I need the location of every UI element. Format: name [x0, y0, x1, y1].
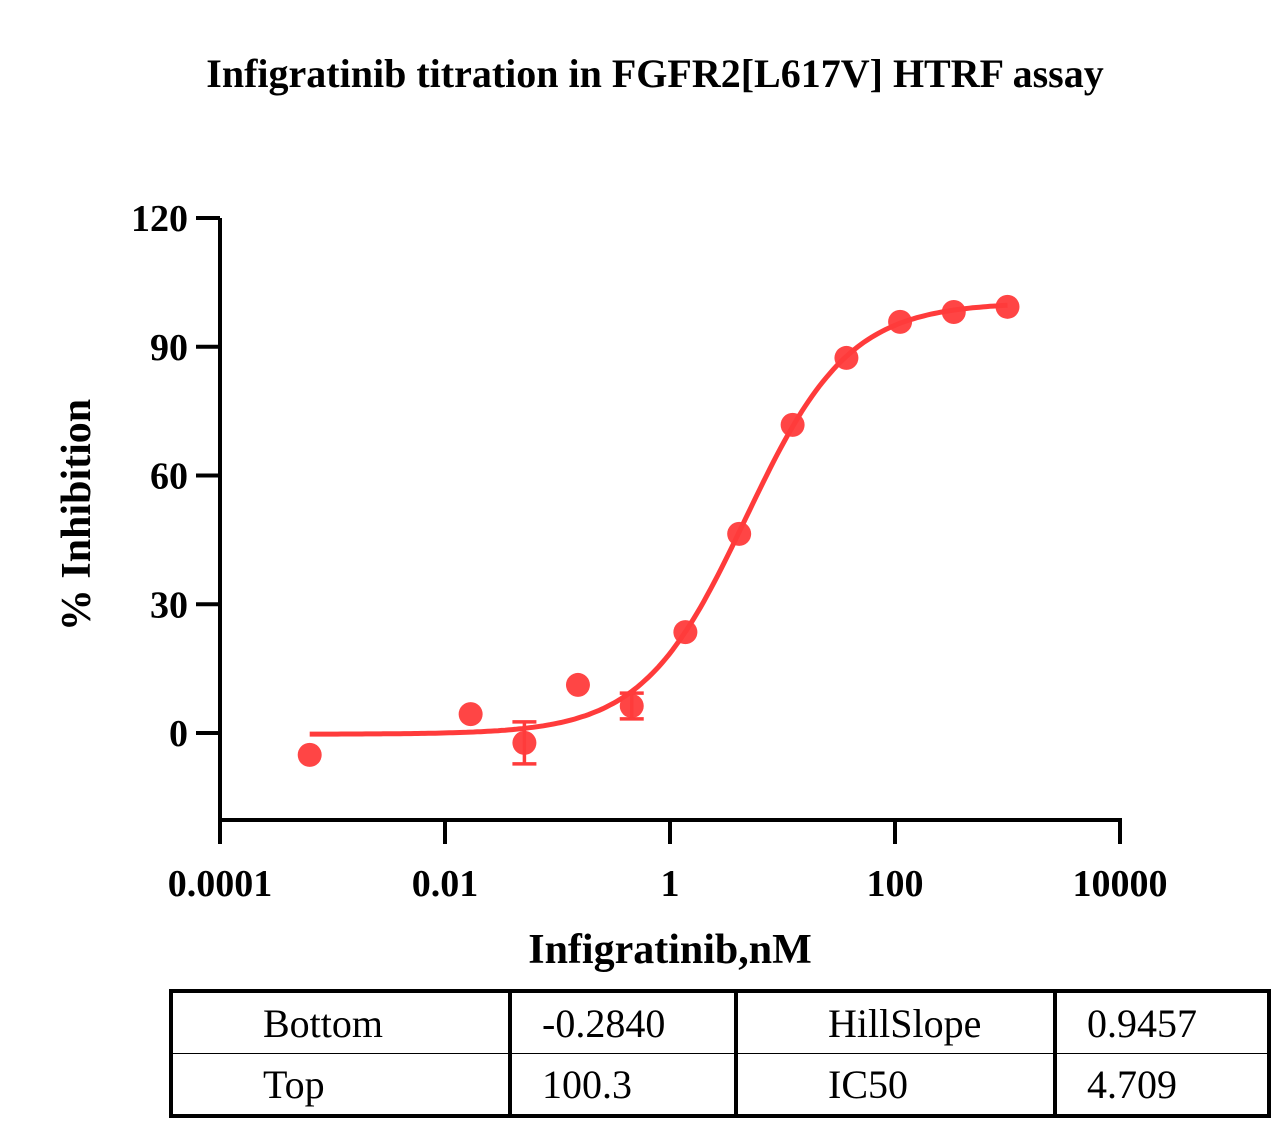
data-point — [297, 742, 322, 767]
data-points — [297, 294, 1020, 767]
param-name: Top — [171, 1053, 512, 1116]
data-point — [458, 702, 483, 727]
fit-curve-group — [309, 302, 1008, 737]
x-tick-label: 100 — [867, 863, 924, 905]
data-point — [995, 294, 1020, 319]
param-value: -0.2840 — [510, 991, 738, 1054]
fit-curve — [309, 302, 1008, 737]
param-name: IC50 — [736, 1053, 1057, 1116]
y-tick-label: 30 — [150, 584, 188, 626]
param-name: Bottom — [171, 991, 512, 1054]
x-tick-label: 10000 — [1073, 863, 1168, 905]
data-point — [673, 620, 698, 645]
dose-response-chart: Infigratinib titration in FGFR2[L617V] H… — [54, 51, 1168, 973]
y-tick-label: 0 — [169, 713, 188, 755]
table-row: Bottom -0.2840 HillSlope 0.9457 — [171, 991, 1269, 1054]
data-point — [888, 309, 913, 334]
param-value: 100.3 — [510, 1053, 738, 1116]
data-point — [780, 412, 805, 437]
data-point — [941, 299, 966, 324]
x-axis-label: Infigratinib,nM — [528, 927, 812, 973]
y-tick-label: 60 — [150, 456, 188, 498]
param-value: 4.709 — [1087, 1061, 1177, 1107]
x-tick-label: 0.01 — [412, 863, 479, 905]
data-point — [619, 693, 644, 718]
x-tick-label: 1 — [661, 863, 680, 905]
table-row: Top 100.3 IC50 4.709 — [171, 1053, 1269, 1116]
data-point — [727, 521, 752, 546]
x-tick-label: 0.0001 — [168, 863, 273, 905]
axes: 0 30 60 90 120 0.0001 0.01 1 100 10000 — [131, 198, 1168, 905]
y-tick-label: 90 — [150, 327, 188, 369]
data-point — [565, 672, 590, 697]
param-name: HillSlope — [736, 991, 1057, 1054]
y-tick-label: 120 — [131, 198, 188, 240]
data-point — [512, 730, 537, 755]
fit-parameters-table: Bottom -0.2840 HillSlope 0.9457 Top 100.… — [169, 989, 1271, 1118]
chart-title: Infigratinib titration in FGFR2[L617V] H… — [206, 51, 1103, 96]
param-value: 0.9457 — [1055, 991, 1269, 1054]
data-point — [834, 345, 859, 370]
y-axis-label: % Inhibition — [54, 399, 100, 631]
